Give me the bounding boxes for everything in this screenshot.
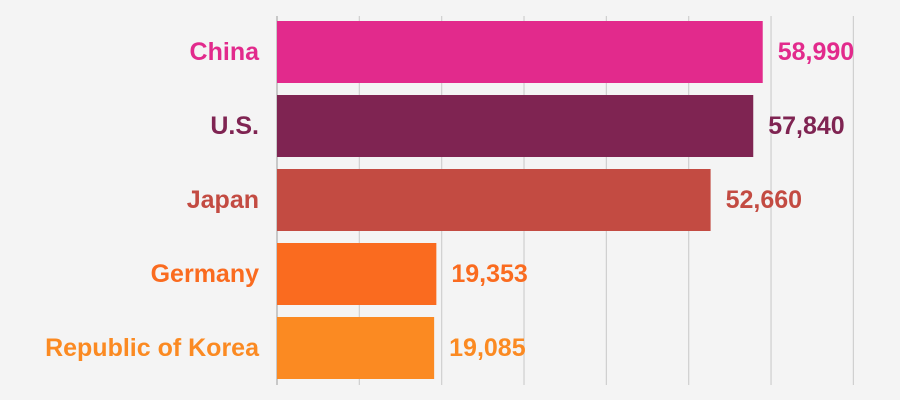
value-label: 52,660 [726,186,802,214]
value-label: 57,840 [768,112,844,140]
bar-china [277,21,763,83]
bar-japan [277,169,711,231]
category-label: Republic of Korea [45,334,260,362]
value-labels: 58,990 57,840 52,660 19,353 19,085 [449,38,854,362]
bar-republic-of-korea [277,317,435,379]
category-label: U.S. [210,112,259,140]
category-label: China [190,38,261,66]
bar-germany [277,243,437,305]
value-label: 19,085 [449,334,526,362]
bar-u-s [277,95,754,157]
category-labels: China U.S. Japan Germany Republic of Korea [45,38,260,362]
value-label: 19,353 [451,260,527,288]
bars [277,21,763,379]
category-label: Japan [187,186,259,214]
value-label: 58,990 [778,38,854,66]
category-label: Germany [151,260,259,288]
